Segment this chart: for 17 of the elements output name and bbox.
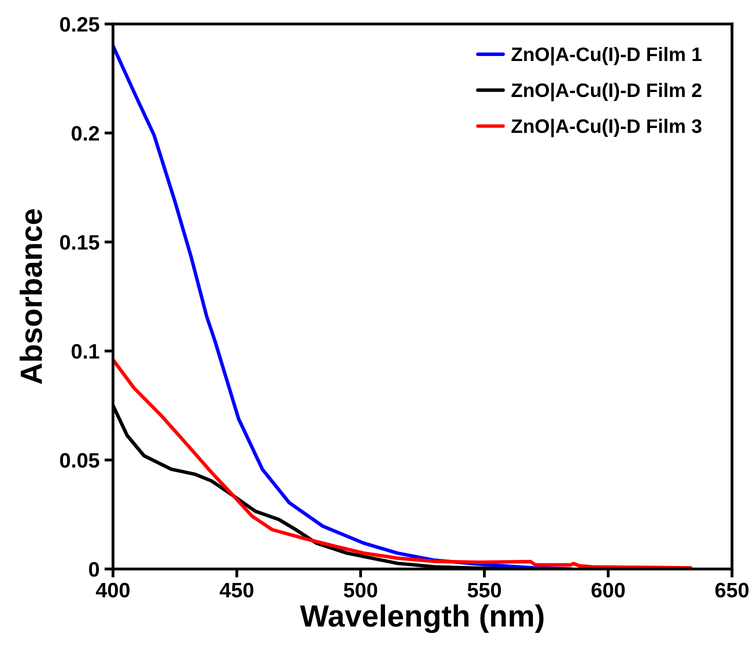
y-tick-label: 0.1	[72, 344, 100, 359]
x-axis-title: Wavelength (nm)	[300, 604, 544, 634]
x-tick-label: 650	[715, 582, 749, 598]
y-tick-label: 0	[89, 562, 99, 577]
x-tick-label: 550	[468, 582, 501, 598]
y-tick-label: 0.15	[60, 235, 100, 250]
y-tick-label: 0.25	[60, 17, 100, 32]
legend-label: ZnO|A-Cu(I)-D Film 3	[511, 118, 702, 138]
legend-label: ZnO|A-Cu(I)-D Film 1	[511, 46, 702, 66]
y-tick-label: 0.2	[72, 126, 99, 141]
x-tick-label: 400	[96, 582, 130, 598]
y-tick-label: 0.05	[60, 453, 100, 468]
x-tick-label: 450	[220, 582, 254, 598]
y-axis-title: Absorbance	[20, 209, 42, 384]
x-tick-label: 500	[344, 582, 378, 598]
legend-label: ZnO|A-Cu(I)-D Film 2	[511, 82, 702, 102]
x-tick-label: 600	[592, 582, 625, 598]
